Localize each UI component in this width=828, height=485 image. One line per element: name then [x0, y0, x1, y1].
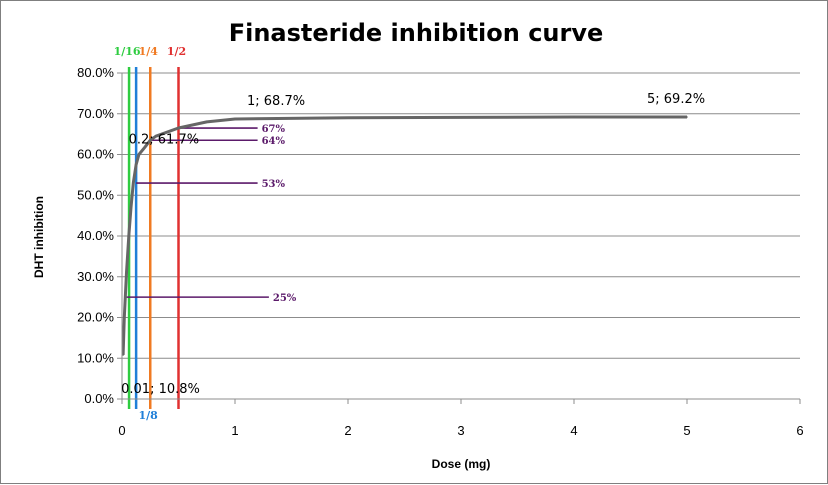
dose-marker-label: 1/4	[139, 45, 159, 58]
level-line-label: 53%	[262, 179, 286, 190]
curve-point	[347, 117, 349, 119]
curve-point	[205, 121, 208, 123]
curve-point	[122, 354, 124, 356]
y-tick-label: 10.0%	[77, 350, 114, 365]
dose-marker-label: 1/2	[167, 45, 186, 58]
curve-point	[234, 118, 236, 120]
x-tick-label: 1	[231, 423, 238, 438]
curve-point	[135, 163, 137, 166]
y-tick-label: 30.0%	[77, 269, 114, 284]
level-line-label: 25%	[273, 293, 297, 304]
x-tick-label: 0	[118, 423, 125, 438]
dose-markers: 1/16 1/8 1/4 1/2	[114, 45, 187, 422]
y-tick-label: 70.0%	[77, 106, 114, 121]
x-axis-title: Dose (mg)	[432, 457, 491, 471]
y-tick-label: 0.0%	[84, 391, 114, 406]
curve-point	[149, 139, 152, 142]
curve-point	[123, 316, 126, 319]
gridlines	[122, 72, 800, 359]
curve-point	[132, 182, 135, 184]
series-group	[121, 115, 688, 356]
curve-point	[155, 135, 157, 137]
chart-title: Finasteride inhibition curve	[229, 19, 604, 47]
curve-point	[143, 146, 146, 149]
curve-point	[460, 116, 462, 119]
curve-point	[573, 116, 575, 118]
level-line-label: 64%	[262, 136, 286, 147]
dose-marker-label: 1/16	[114, 45, 141, 58]
curve-point	[130, 206, 132, 209]
x-tick-label: 6	[796, 423, 803, 438]
data-label: 1; 68.7%	[247, 94, 305, 109]
level-lines: 25% 53% 64%67%	[126, 124, 297, 304]
y-tick-label: 50.0%	[77, 187, 114, 202]
curve-point	[177, 127, 180, 129]
curve-point	[127, 235, 130, 237]
y-tick-label: 80.0%	[77, 65, 114, 80]
x-tick-label: 4	[570, 423, 577, 438]
x-tick-label: 2	[344, 423, 351, 438]
axes: 0.0% 10.0% 20.0% 30.0% 40.0% 50.0% 60.0% 70.0% 8…	[77, 65, 803, 438]
y-tick-label: 60.0%	[77, 147, 114, 162]
data-label: 0.01; 10.8%	[121, 382, 200, 397]
x-tick-label: 3	[457, 423, 464, 438]
x-tick-label: 5	[683, 423, 690, 438]
inhibition-curve	[121, 115, 687, 356]
data-labels: 0.01; 10.8% 0.2; 61.7% 1; 68.7% 5; 69.2%	[121, 92, 705, 397]
curve-point	[125, 271, 128, 274]
y-axis-title: DHT inhibition	[32, 196, 46, 278]
y-tick-label: 20.0%	[77, 310, 114, 325]
level-line-label: 67%	[262, 124, 286, 135]
curve-point	[138, 153, 140, 156]
y-tick-label: 40.0%	[77, 228, 114, 243]
dose-marker-label: 1/8	[138, 409, 158, 422]
data-label: 5; 69.2%	[647, 92, 705, 107]
data-label: 0.2; 61.7%	[129, 133, 199, 148]
curve-point	[686, 116, 688, 118]
